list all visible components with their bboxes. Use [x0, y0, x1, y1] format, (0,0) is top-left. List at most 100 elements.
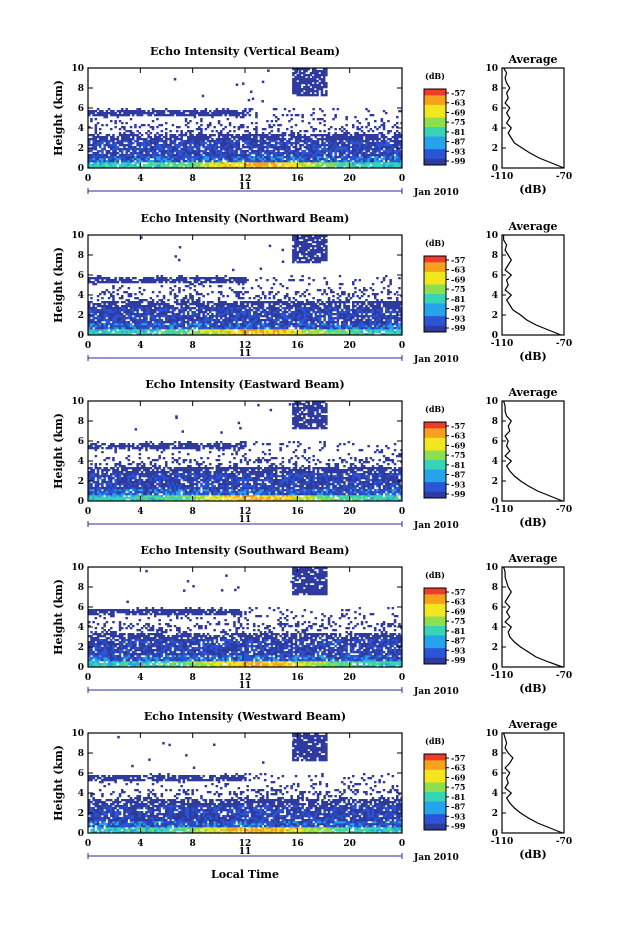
- echo-cell: [198, 329, 201, 332]
- echo-cell: [341, 140, 344, 143]
- echo-cell: [156, 331, 159, 334]
- echo-cell: [244, 108, 247, 111]
- echo-cell: [226, 156, 230, 159]
- echo-cell: [191, 146, 194, 149]
- echo-cell: [237, 164, 241, 167]
- echo-cell: [160, 311, 164, 314]
- echo-cell: [156, 319, 159, 322]
- echo-cell: [312, 160, 315, 163]
- echo-cell: [189, 329, 192, 332]
- echo-cell: [369, 329, 373, 332]
- echo-cell: [121, 333, 124, 335]
- echo-cell: [118, 309, 122, 312]
- echo-cell: [268, 311, 271, 314]
- echo-cell: [286, 303, 289, 306]
- echo-cell: [244, 158, 247, 161]
- echo-cell: [277, 317, 280, 320]
- echo-cell: [176, 327, 179, 330]
- echo-cell: [187, 156, 190, 159]
- echo-cell: [112, 152, 115, 155]
- echo-cell: [277, 301, 280, 304]
- echo-cell: [288, 140, 291, 143]
- echo-cell: [143, 325, 146, 328]
- echo-cell: [143, 138, 146, 141]
- echo-cell: [167, 327, 170, 330]
- echo-cell: [369, 327, 373, 330]
- echo-cell: [217, 114, 221, 117]
- echo-cell: [257, 154, 260, 157]
- echo-cell: [356, 303, 359, 306]
- echo-cell: [347, 146, 351, 149]
- echo-cell: [268, 301, 271, 304]
- echo-cell: [96, 333, 100, 335]
- echo-cell: [101, 136, 104, 139]
- echo-cell: [349, 327, 353, 330]
- echo-cell: [327, 327, 331, 330]
- echo-cell: [178, 329, 181, 332]
- echo-cell: [233, 333, 236, 335]
- echo-cell: [246, 325, 249, 328]
- echo-cell: [396, 307, 399, 310]
- echo-cell: [398, 154, 401, 157]
- echo-cell: [358, 307, 362, 310]
- echo-cell: [147, 313, 150, 316]
- echo-cell: [305, 88, 308, 91]
- echo-cell: [158, 299, 161, 302]
- echo-cell: [400, 301, 402, 304]
- echo-cell: [94, 327, 98, 330]
- echo-cell: [369, 325, 373, 328]
- echo-cell: [299, 166, 302, 168]
- echo-cell: [182, 160, 186, 163]
- echo-cell: [255, 126, 258, 129]
- echo-cell: [193, 313, 197, 316]
- echo-cell: [209, 317, 212, 320]
- echo-cell: [272, 144, 276, 147]
- echo-cell: [292, 315, 296, 318]
- echo-cell: [312, 118, 315, 121]
- echo-cell: [200, 327, 203, 330]
- echo-cell: [391, 166, 395, 168]
- echo-cell: [248, 144, 252, 147]
- echo-cell: [314, 333, 318, 335]
- echo-cell: [380, 132, 384, 135]
- echo-cell: [158, 313, 161, 316]
- echo-cell: [118, 132, 122, 135]
- echo-cell: [327, 148, 331, 151]
- colorbar-band: [424, 95, 446, 99]
- profile-x-tick-label: -70: [556, 172, 572, 182]
- echo-cell: [316, 311, 320, 314]
- echo-cell: [222, 303, 225, 306]
- echo-cell: [275, 142, 278, 145]
- echo-cell: [112, 303, 115, 306]
- echo-cell: [288, 162, 291, 165]
- echo-cell: [294, 164, 298, 167]
- echo-cell: [215, 112, 219, 115]
- echo-cell: [323, 138, 326, 141]
- echo-cell: [195, 148, 199, 151]
- echo-cell: [380, 164, 384, 167]
- echo-cell: [176, 158, 179, 161]
- echo-cell: [116, 142, 120, 145]
- echo-cell: [300, 88, 304, 91]
- echo-cell: [380, 154, 384, 157]
- echo-cell: [178, 154, 181, 157]
- echo-cell: [101, 317, 104, 320]
- echo-cell: [114, 313, 117, 316]
- echo-cell: [132, 331, 135, 334]
- echo-cell: [330, 319, 333, 322]
- echo-cell: [226, 309, 230, 312]
- echo-cell: [398, 309, 401, 312]
- echo-cell: [107, 142, 111, 145]
- echo-cell: [336, 150, 340, 153]
- echo-cell: [279, 144, 282, 147]
- echo-cell: [246, 160, 249, 163]
- echo-cell: [182, 299, 186, 302]
- echo-cell: [266, 158, 269, 161]
- echo-cell: [187, 325, 190, 328]
- echo-cell: [261, 158, 265, 161]
- echo-cell: [369, 301, 373, 304]
- echo-cell: [294, 72, 297, 75]
- echo-cell: [360, 152, 364, 155]
- echo-cell: [165, 114, 168, 117]
- echo-cell: [123, 311, 126, 314]
